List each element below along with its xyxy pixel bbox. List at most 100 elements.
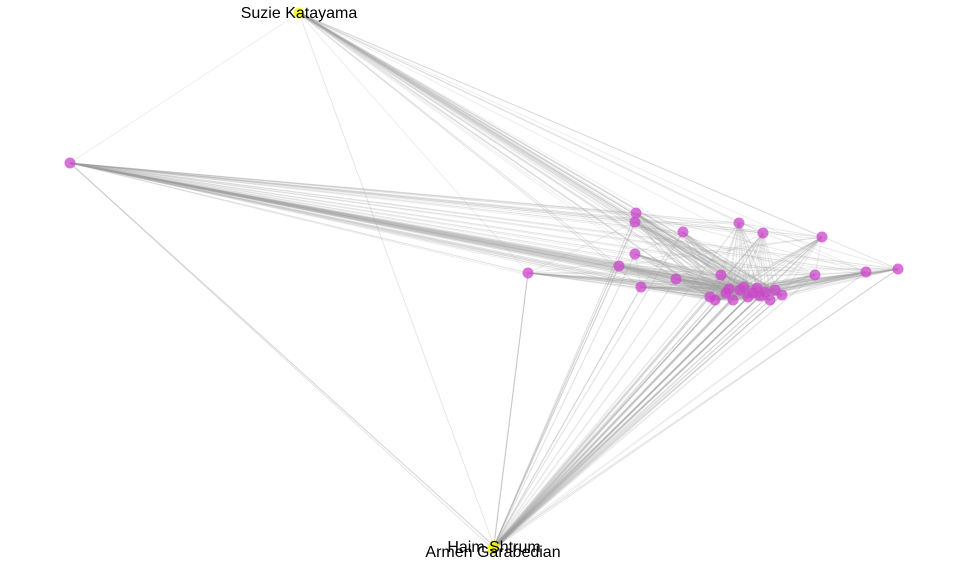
edge xyxy=(635,212,776,291)
edge xyxy=(527,272,727,294)
edge xyxy=(492,286,642,550)
edge xyxy=(738,222,754,294)
edge xyxy=(743,271,867,288)
edge xyxy=(493,253,636,547)
edge xyxy=(298,12,495,547)
edge xyxy=(618,265,722,276)
edge xyxy=(494,292,727,550)
edge xyxy=(640,286,711,298)
edge xyxy=(764,236,823,293)
graph-node xyxy=(751,282,763,294)
graph-node xyxy=(816,231,828,243)
edge xyxy=(492,271,867,550)
edge xyxy=(298,12,642,288)
edge xyxy=(739,232,764,291)
edge xyxy=(640,286,754,294)
edge xyxy=(492,289,741,550)
edge xyxy=(492,222,740,550)
edge xyxy=(618,265,745,288)
edge xyxy=(298,12,749,298)
edge xyxy=(495,296,749,547)
edge xyxy=(492,288,730,550)
edge xyxy=(720,222,740,276)
edge xyxy=(298,12,636,223)
edge xyxy=(494,299,716,550)
edge xyxy=(300,12,727,294)
edge xyxy=(495,295,761,547)
graph-node xyxy=(522,267,534,279)
edge xyxy=(69,162,636,257)
edge xyxy=(634,221,754,294)
edge xyxy=(298,12,684,233)
edge xyxy=(635,212,764,234)
edge xyxy=(634,221,727,294)
edge xyxy=(492,286,745,550)
edge xyxy=(298,12,823,238)
edge xyxy=(298,12,776,291)
edge xyxy=(298,12,758,289)
edge xyxy=(634,221,816,276)
edge xyxy=(494,295,761,550)
edge xyxy=(739,268,899,291)
edge xyxy=(492,253,636,550)
edge xyxy=(300,12,745,288)
edge xyxy=(69,162,816,278)
edge xyxy=(618,265,758,289)
edge xyxy=(494,291,766,550)
edge xyxy=(675,232,764,280)
edge xyxy=(781,236,823,296)
edge xyxy=(69,162,636,225)
edge xyxy=(69,162,758,291)
edge xyxy=(675,271,867,280)
edge xyxy=(738,222,758,289)
edge xyxy=(69,162,734,303)
edge xyxy=(675,278,727,294)
edge xyxy=(527,272,741,291)
graph-node xyxy=(892,263,904,275)
edge xyxy=(298,12,867,273)
edge xyxy=(634,253,727,294)
edge xyxy=(634,221,766,293)
edge xyxy=(298,12,764,234)
edge xyxy=(774,268,899,291)
edge xyxy=(493,212,637,547)
edge xyxy=(69,162,766,295)
edge xyxy=(527,221,636,274)
edge xyxy=(752,236,823,294)
graph-node xyxy=(715,269,727,281)
edge xyxy=(69,162,637,216)
edge xyxy=(69,162,776,291)
edge xyxy=(495,287,758,547)
edge xyxy=(69,162,740,226)
edge xyxy=(527,272,722,276)
edge xyxy=(494,289,741,550)
graph-node xyxy=(613,260,625,272)
edge xyxy=(634,221,730,290)
edge xyxy=(69,162,867,273)
edge xyxy=(494,288,730,550)
edge xyxy=(720,274,758,289)
edge xyxy=(69,162,764,234)
edge xyxy=(494,292,754,550)
edge xyxy=(747,232,764,298)
edge xyxy=(69,162,899,272)
edge xyxy=(69,162,761,299)
edge xyxy=(635,212,754,294)
edges-layer xyxy=(69,12,899,550)
edge xyxy=(69,162,867,275)
edge xyxy=(300,12,730,290)
edge xyxy=(298,12,754,294)
edge xyxy=(634,221,734,301)
edge xyxy=(495,296,711,547)
graph-node xyxy=(727,294,739,306)
edge xyxy=(756,232,764,289)
edge xyxy=(298,12,734,301)
edge xyxy=(527,272,716,301)
edge xyxy=(69,162,761,297)
edge xyxy=(69,162,745,290)
edge xyxy=(618,265,899,270)
edge xyxy=(709,222,740,298)
edge xyxy=(493,299,734,547)
edge xyxy=(759,236,823,297)
edge xyxy=(781,268,899,296)
